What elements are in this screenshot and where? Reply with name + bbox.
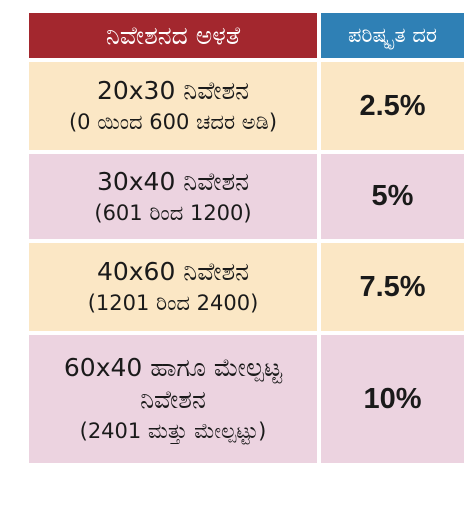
column-divider — [317, 335, 321, 463]
rate-table: ನಿವೇಶನದ ಅಳತೆ ಪರಿಷ್ಕೃತ ದರ 20x30 ನಿವೇಶನ (0… — [29, 13, 464, 463]
rate-cell: 10% — [321, 335, 464, 463]
column-divider — [317, 243, 321, 331]
site-area-range: (2401 ಮತ್ತು ಮೇಲ್ಪಟ್ಟು) — [79, 419, 267, 443]
site-size-cell: 60x40 ಹಾಗೂ ಮೇಲ್ಪಟ್ಟ ನಿವೇಶನ (2401 ಮತ್ತು ಮ… — [29, 335, 317, 463]
column-divider — [317, 13, 321, 58]
column-divider — [317, 62, 321, 150]
site-size-cell: 20x30 ನಿವೇಶನ (0 ಯಿಂದ 600 ಚದರ ಅಡಿ) — [29, 62, 317, 150]
rate-value: 5% — [371, 180, 414, 212]
site-size-cell: 30x40 ನಿವೇಶನ (601 ರಿಂದ 1200) — [29, 154, 317, 239]
header-site-size-label: ನಿವೇಶನದ ಅಳತೆ — [105, 20, 241, 50]
rate-value: 2.5% — [359, 89, 426, 122]
site-area-range: (0 ಯಿಂದ 600 ಚದರ ಅಡಿ) — [68, 110, 278, 134]
site-area-range: (1201 ರಿಂದ 2400) — [87, 291, 259, 315]
rate-cell: 5% — [321, 154, 464, 239]
site-size-cell: 40x60 ನಿವೇಶನ (1201 ರಿಂದ 2400) — [29, 243, 317, 331]
rate-value: 10% — [363, 382, 422, 415]
site-dimension: 40x60 ನಿವೇಶನ — [96, 257, 250, 286]
site-dimension: 20x30 ನಿವೇಶನ — [96, 76, 250, 105]
header-site-size: ನಿವೇಶನದ ಅಳತೆ — [29, 13, 317, 58]
rate-cell: 7.5% — [321, 243, 464, 331]
header-revised-rate: ಪರಿಷ್ಕೃತ ದರ — [321, 13, 464, 58]
site-dimension: 60x40 ಹಾಗೂ ಮೇಲ್ಪಟ್ಟ — [63, 353, 283, 382]
rate-value: 7.5% — [359, 270, 426, 303]
site-area-range: (601 ರಿಂದ 1200) — [94, 200, 252, 225]
rate-cell: 2.5% — [321, 62, 464, 150]
header-revised-rate-label: ಪರಿಷ್ಕೃತ ದರ — [347, 23, 438, 47]
site-dimension: 30x40 ನಿವೇಶನ — [96, 166, 250, 196]
site-dimension-continued: ನಿವೇಶನ — [140, 385, 206, 414]
column-divider — [317, 154, 321, 239]
